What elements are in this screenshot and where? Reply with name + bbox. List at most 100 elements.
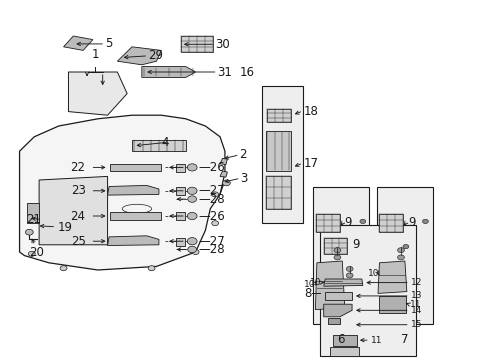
Text: 20: 20 bbox=[29, 246, 44, 258]
Text: 21: 21 bbox=[26, 213, 41, 226]
Text: 18: 18 bbox=[304, 105, 318, 118]
Text: —28: —28 bbox=[198, 243, 224, 256]
Text: 9: 9 bbox=[344, 216, 351, 229]
Circle shape bbox=[397, 255, 404, 260]
Polygon shape bbox=[68, 72, 127, 115]
Bar bbox=[320, 225, 415, 356]
Circle shape bbox=[25, 229, 33, 235]
Text: 31: 31 bbox=[217, 66, 232, 78]
Text: —28: —28 bbox=[198, 193, 224, 206]
Polygon shape bbox=[325, 292, 351, 300]
Text: 12: 12 bbox=[410, 278, 421, 287]
Text: 11: 11 bbox=[409, 300, 421, 310]
Text: 3: 3 bbox=[240, 172, 247, 185]
Polygon shape bbox=[327, 318, 339, 324]
Polygon shape bbox=[110, 212, 161, 220]
Text: 9: 9 bbox=[407, 216, 414, 229]
Polygon shape bbox=[176, 212, 184, 220]
Bar bbox=[379, 214, 402, 232]
Bar bbox=[323, 238, 346, 254]
Circle shape bbox=[222, 180, 230, 186]
Text: 16: 16 bbox=[239, 66, 254, 78]
Text: 8: 8 bbox=[304, 287, 311, 300]
Circle shape bbox=[211, 192, 218, 197]
Text: 17: 17 bbox=[304, 157, 319, 170]
Text: 6: 6 bbox=[337, 333, 344, 346]
Text: 5: 5 bbox=[105, 37, 112, 50]
Circle shape bbox=[187, 196, 196, 202]
Polygon shape bbox=[117, 47, 161, 65]
Circle shape bbox=[333, 255, 340, 260]
Text: 19: 19 bbox=[58, 221, 73, 234]
Text: 7: 7 bbox=[400, 333, 407, 346]
Polygon shape bbox=[176, 187, 184, 195]
Circle shape bbox=[187, 164, 197, 171]
Text: 22: 22 bbox=[70, 161, 85, 174]
Bar bbox=[267, 109, 290, 122]
Text: —27: —27 bbox=[198, 235, 224, 248]
Text: 1: 1 bbox=[91, 48, 99, 61]
Circle shape bbox=[187, 187, 197, 194]
Circle shape bbox=[346, 266, 352, 271]
Text: —27: —27 bbox=[198, 184, 224, 197]
Polygon shape bbox=[107, 185, 159, 195]
Polygon shape bbox=[377, 261, 406, 293]
Polygon shape bbox=[332, 335, 356, 346]
Text: 14: 14 bbox=[410, 306, 421, 315]
Text: 9: 9 bbox=[351, 238, 359, 251]
Text: 2: 2 bbox=[239, 148, 246, 161]
Circle shape bbox=[359, 219, 365, 224]
Text: 24: 24 bbox=[70, 210, 85, 222]
Circle shape bbox=[187, 212, 197, 220]
Polygon shape bbox=[379, 296, 405, 313]
Circle shape bbox=[60, 266, 67, 271]
Circle shape bbox=[187, 246, 196, 253]
Circle shape bbox=[422, 219, 427, 224]
Polygon shape bbox=[132, 140, 185, 151]
Circle shape bbox=[402, 244, 408, 249]
Polygon shape bbox=[220, 158, 227, 165]
Polygon shape bbox=[315, 261, 344, 310]
Polygon shape bbox=[176, 238, 184, 246]
Polygon shape bbox=[323, 279, 362, 286]
Circle shape bbox=[192, 249, 199, 255]
Bar bbox=[312, 187, 368, 324]
Bar bbox=[181, 36, 212, 52]
Circle shape bbox=[397, 248, 404, 253]
Bar bbox=[27, 203, 39, 223]
Circle shape bbox=[28, 251, 35, 256]
Bar bbox=[265, 176, 290, 209]
Text: 4: 4 bbox=[161, 136, 168, 149]
Circle shape bbox=[211, 221, 218, 226]
Text: 13: 13 bbox=[410, 292, 422, 300]
Polygon shape bbox=[142, 67, 195, 77]
Polygon shape bbox=[110, 164, 161, 171]
Polygon shape bbox=[265, 131, 290, 171]
Polygon shape bbox=[39, 176, 107, 245]
Polygon shape bbox=[323, 304, 351, 317]
Circle shape bbox=[346, 273, 352, 278]
Text: 11: 11 bbox=[370, 336, 382, 345]
Text: 15: 15 bbox=[410, 320, 422, 329]
Text: —26: —26 bbox=[198, 161, 224, 174]
Bar bbox=[261, 86, 303, 223]
Text: 23: 23 bbox=[71, 184, 85, 197]
Text: 30: 30 bbox=[215, 38, 229, 51]
Polygon shape bbox=[176, 164, 184, 172]
Polygon shape bbox=[20, 115, 224, 270]
Circle shape bbox=[148, 266, 155, 271]
Text: 29: 29 bbox=[148, 49, 163, 62]
Bar bbox=[376, 187, 432, 324]
Circle shape bbox=[187, 238, 197, 245]
Polygon shape bbox=[63, 36, 93, 50]
Circle shape bbox=[333, 248, 340, 253]
Text: 10: 10 bbox=[309, 278, 321, 287]
Text: 25: 25 bbox=[71, 235, 85, 248]
Text: 10: 10 bbox=[303, 280, 315, 289]
Polygon shape bbox=[220, 171, 227, 177]
Polygon shape bbox=[107, 236, 159, 246]
Bar bbox=[316, 214, 339, 232]
Text: —26: —26 bbox=[198, 210, 224, 222]
Text: 10: 10 bbox=[366, 269, 378, 278]
Polygon shape bbox=[329, 347, 359, 356]
